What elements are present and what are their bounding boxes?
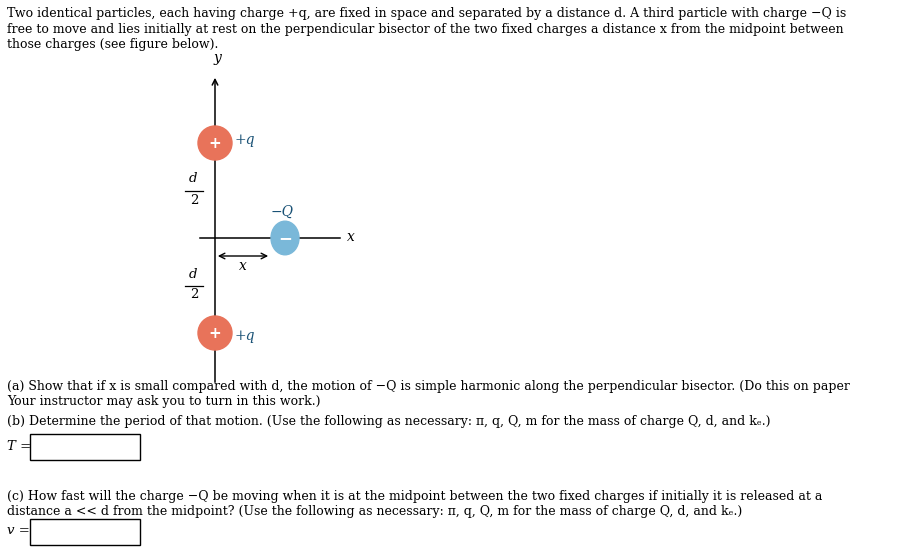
- Text: +: +: [209, 325, 221, 340]
- Text: those charges (see figure below).: those charges (see figure below).: [7, 38, 219, 51]
- Text: 2: 2: [190, 288, 199, 301]
- Text: Two identical particles, each having charge +q, are fixed in space and separated: Two identical particles, each having cha…: [7, 7, 846, 20]
- Text: T =: T =: [7, 440, 31, 453]
- Text: free to move and lies initially at rest on the perpendicular bisector of the two: free to move and lies initially at rest …: [7, 22, 844, 36]
- Text: Your instructor may ask you to turn in this work.): Your instructor may ask you to turn in t…: [7, 395, 320, 408]
- Bar: [30, 519, 140, 545]
- Circle shape: [198, 316, 232, 350]
- Text: (b) Determine the period of that motion. (Use the following as necessary: π, q, : (b) Determine the period of that motion.…: [7, 415, 771, 428]
- Text: d: d: [189, 267, 197, 281]
- Text: +q: +q: [235, 133, 256, 147]
- Text: (c) How fast will the charge −Q be moving when it is at the midpoint between the: (c) How fast will the charge −Q be movin…: [7, 490, 823, 503]
- Bar: [30, 434, 140, 460]
- Text: −: −: [278, 229, 292, 247]
- Text: −Q: −Q: [270, 204, 294, 218]
- Text: +: +: [209, 136, 221, 151]
- Text: (a) Show that if x is small compared with d, the motion of −Q is simple harmonic: (a) Show that if x is small compared wit…: [7, 380, 850, 393]
- Circle shape: [198, 126, 232, 160]
- Text: distance a << d from the midpoint? (Use the following as necessary: π, q, Q, m f: distance a << d from the midpoint? (Use …: [7, 505, 742, 518]
- Text: y: y: [213, 51, 221, 65]
- Text: v =: v =: [7, 525, 30, 537]
- Text: x: x: [347, 230, 355, 244]
- Text: 2: 2: [190, 194, 199, 206]
- Text: x: x: [239, 259, 247, 273]
- Text: d: d: [189, 172, 197, 185]
- Ellipse shape: [271, 221, 299, 255]
- Text: +q: +q: [235, 329, 256, 343]
